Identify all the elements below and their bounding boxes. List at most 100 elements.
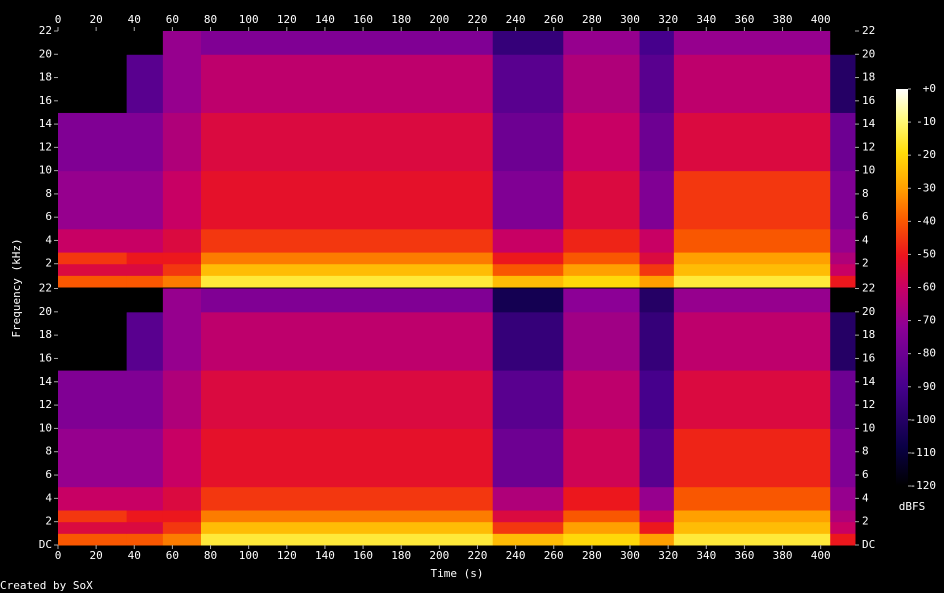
x-tick-label: 360 [734, 549, 754, 562]
heatmap-cell [162, 31, 202, 55]
y-tick-label: 6 [45, 468, 52, 481]
heatmap-cell [162, 252, 202, 265]
heatmap-cell [673, 54, 831, 113]
colorbar-tick-label: -100 [910, 413, 937, 426]
y-tick-label: 4 [862, 233, 869, 246]
heatmap-cell [492, 170, 564, 230]
heatmap-cell [201, 275, 494, 288]
heatmap-cell [673, 170, 831, 230]
heatmap-cell [639, 288, 675, 313]
colorbar-label: dBFS [899, 500, 926, 513]
x-tick-label: 200 [429, 13, 449, 26]
heatmap-cell [58, 228, 128, 253]
y-tick-label: 20 [862, 47, 875, 60]
x-tick-label: 240 [506, 13, 526, 26]
x-tick-label: 280 [582, 549, 602, 562]
y-tick-label: 18 [862, 71, 875, 84]
heatmap-cell [563, 263, 641, 276]
colorbar-tick-label: -90 [916, 380, 936, 393]
x-tick-label: 120 [277, 549, 297, 562]
heatmap-cell [673, 428, 831, 488]
x-tick-label: 340 [696, 549, 716, 562]
x-tick-label: 220 [468, 13, 488, 26]
x-tick-label: 100 [239, 13, 259, 26]
colorbar-tick-label: -20 [916, 148, 936, 161]
colorbar-tick-label: -120 [910, 479, 937, 492]
heatmap-cell [492, 252, 564, 265]
heatmap-cell [639, 311, 675, 371]
heatmap-cell [492, 263, 564, 276]
heatmap-cell [830, 252, 856, 265]
x-tick-label: 100 [239, 549, 259, 562]
y-tick-label: 22 [39, 24, 52, 37]
x-tick-label: 60 [166, 549, 179, 562]
x-tick-label: 120 [277, 13, 297, 26]
y-tick-label: 8 [862, 187, 869, 200]
heatmap-cell [126, 170, 164, 230]
heatmap-cell [563, 521, 641, 534]
heatmap-cell [58, 311, 128, 371]
x-tick-label: 300 [620, 13, 640, 26]
y-tick-label: 8 [45, 445, 52, 458]
heatmap-cell [492, 533, 564, 546]
heatmap-cell [830, 428, 856, 488]
x-tick-label: 260 [544, 13, 564, 26]
heatmap-cell [58, 370, 128, 429]
y-tick-label: 18 [862, 328, 875, 341]
heatmap-cell [830, 263, 856, 276]
heatmap-cell [201, 311, 494, 371]
heatmap-cell [58, 112, 128, 172]
heatmap-cell [162, 170, 202, 230]
heatmap-cell [126, 228, 164, 253]
heatmap-cell [162, 263, 202, 276]
heatmap-cell [58, 252, 128, 265]
heatmap-cell [162, 311, 202, 371]
heatmap-cell [563, 112, 641, 172]
heatmap-cell [830, 510, 856, 523]
heatmap-cell [563, 311, 641, 371]
heatmap-cell [162, 112, 202, 172]
heatmap-cell [563, 370, 641, 429]
heatmap-cell [201, 228, 494, 253]
heatmap-cell [673, 521, 831, 534]
heatmap-cell [492, 311, 564, 371]
heatmap-cell [673, 275, 831, 288]
colorbar-tick-label: -70 [916, 314, 936, 327]
y-tick-label: 2 [862, 515, 869, 528]
heatmap-cell [58, 428, 128, 488]
y-tick-label: 12 [862, 398, 875, 411]
x-tick-label: 260 [544, 549, 564, 562]
y-tick-label: 22 [862, 24, 875, 37]
y-tick-label: 12 [39, 398, 52, 411]
x-tick-label: 280 [582, 13, 602, 26]
heatmap-cell [201, 510, 494, 523]
heatmap-cell [58, 521, 128, 534]
heatmap-cell [126, 428, 164, 488]
heatmap-cell [563, 428, 641, 488]
heatmap-cell [830, 54, 856, 113]
x-tick-label: 400 [811, 549, 831, 562]
heatmap-cell [201, 370, 494, 429]
heatmap-cell [673, 288, 831, 313]
heatmap-cell [830, 370, 856, 429]
heatmap-cell [639, 521, 675, 534]
heatmap-cell [201, 288, 494, 313]
heatmap-cell [126, 311, 164, 371]
x-tick-label: 360 [734, 13, 754, 26]
heatmap-cell [830, 170, 856, 230]
x-tick-label: 0 [55, 13, 62, 26]
heatmap-cell [639, 370, 675, 429]
heatmap-cell [126, 252, 164, 265]
x-tick-label: 400 [811, 13, 831, 26]
x-tick-label: 320 [658, 549, 678, 562]
heatmap-cell [201, 252, 494, 265]
heatmap-cell [563, 228, 641, 253]
colorbar-tick-label: -40 [916, 214, 936, 227]
heatmap-cell [830, 31, 856, 55]
heatmap-cell [563, 510, 641, 523]
x-tick-label: 180 [391, 549, 411, 562]
x-tick-label: 20 [90, 549, 103, 562]
heatmap-cell [563, 252, 641, 265]
heatmap-cell [830, 486, 856, 511]
